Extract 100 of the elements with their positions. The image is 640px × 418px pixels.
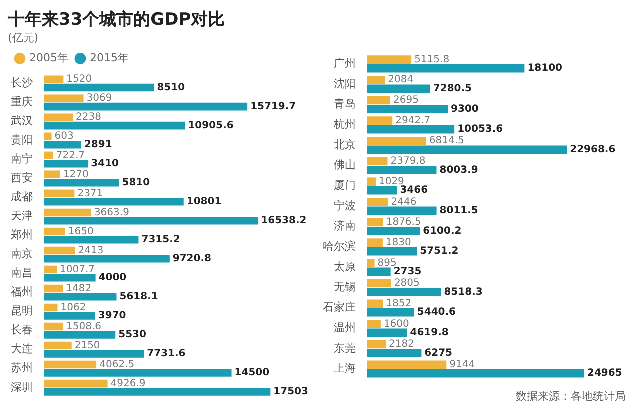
bar bbox=[44, 84, 154, 92]
data-label: 3466 bbox=[400, 185, 428, 196]
y-tick-label: 东莞 bbox=[334, 342, 356, 355]
bar bbox=[44, 360, 97, 369]
bar bbox=[44, 312, 96, 320]
data-label: 1007.7 bbox=[60, 264, 96, 276]
bar bbox=[44, 76, 64, 84]
bar bbox=[44, 380, 108, 388]
data-label: 2805 bbox=[394, 278, 420, 290]
data-label: 4062.5 bbox=[100, 359, 135, 370]
bar bbox=[44, 178, 120, 187]
bar bbox=[367, 288, 442, 296]
y-tick-label: 佛山 bbox=[334, 158, 356, 172]
bar bbox=[44, 208, 92, 217]
legend-label: 2005年 bbox=[30, 52, 68, 65]
data-label: 5440.6 bbox=[417, 307, 456, 318]
data-label: 3970 bbox=[98, 310, 126, 322]
y-tick-label: 苏州 bbox=[11, 362, 33, 375]
data-label: 3663.9 bbox=[94, 207, 130, 218]
y-tick-label: 西安 bbox=[11, 172, 33, 185]
bar bbox=[367, 320, 381, 328]
data-label: 22968.6 bbox=[570, 144, 616, 156]
bar bbox=[367, 56, 412, 64]
bar bbox=[44, 94, 84, 103]
data-label: 24965 bbox=[588, 368, 622, 380]
data-label: 8518.3 bbox=[444, 286, 483, 298]
data-label: 7731.6 bbox=[147, 348, 186, 360]
bar bbox=[44, 284, 64, 293]
bar bbox=[44, 350, 144, 358]
data-label: 1270 bbox=[63, 169, 89, 180]
bar bbox=[367, 157, 388, 166]
data-label: 1482 bbox=[66, 283, 92, 294]
bar bbox=[367, 186, 398, 195]
data-label: 10801 bbox=[186, 196, 222, 208]
data-label: 6275 bbox=[424, 348, 453, 359]
y-tick-label: 石家庄 bbox=[323, 301, 356, 314]
bar bbox=[44, 170, 60, 179]
data-label: 2695 bbox=[393, 95, 419, 106]
bar bbox=[44, 246, 76, 255]
bar bbox=[44, 102, 248, 111]
bar bbox=[44, 293, 117, 301]
data-label: 1600 bbox=[384, 318, 410, 330]
chart-title: 十年来33个城市的GDP对比 bbox=[8, 9, 226, 32]
data-label: 722.7 bbox=[56, 150, 85, 162]
bar bbox=[367, 259, 375, 268]
data-label: 7280.5 bbox=[433, 83, 472, 94]
data-label: 2238 bbox=[76, 112, 102, 124]
bar bbox=[367, 349, 422, 358]
bar bbox=[44, 369, 232, 377]
y-tick-label: 昆明 bbox=[11, 304, 33, 318]
data-label: 1852 bbox=[386, 298, 412, 310]
bar bbox=[44, 342, 72, 350]
bar bbox=[44, 274, 96, 282]
bar bbox=[367, 76, 386, 84]
data-label: 5618.1 bbox=[120, 292, 158, 303]
y-tick-label: 深圳 bbox=[11, 380, 33, 394]
data-label: 2084 bbox=[388, 74, 414, 86]
data-label: 1520 bbox=[66, 74, 92, 86]
y-tick-label: 长春 bbox=[11, 324, 33, 337]
data-label: 2150 bbox=[74, 340, 100, 352]
bar bbox=[367, 166, 437, 174]
bar bbox=[367, 64, 525, 73]
y-tick-label: 杭州 bbox=[333, 118, 356, 132]
data-label: 2379.8 bbox=[390, 156, 426, 168]
bar bbox=[367, 279, 392, 288]
y-tick-label: 成都 bbox=[11, 190, 33, 204]
data-label: 1876.5 bbox=[386, 217, 422, 228]
y-tick-label: 沈阳 bbox=[334, 77, 356, 90]
bar bbox=[44, 198, 184, 206]
data-label: 9720.8 bbox=[172, 253, 212, 264]
bar bbox=[367, 178, 376, 186]
data-label: 8003.9 bbox=[440, 164, 478, 176]
bar bbox=[367, 227, 420, 236]
bar bbox=[367, 369, 584, 378]
data-label: 6814.5 bbox=[429, 136, 464, 147]
data-label: 6100.2 bbox=[423, 226, 462, 237]
bar bbox=[367, 300, 384, 308]
bar bbox=[367, 146, 568, 154]
data-label: 10905.6 bbox=[188, 120, 234, 132]
bar bbox=[367, 218, 384, 227]
data-label: 4000 bbox=[98, 272, 127, 284]
data-label: 18100 bbox=[528, 63, 563, 74]
bar bbox=[367, 116, 393, 125]
bar bbox=[44, 152, 54, 160]
y-tick-label: 福州 bbox=[11, 286, 33, 299]
bar bbox=[44, 114, 73, 122]
data-label: 17503 bbox=[274, 386, 308, 398]
data-label: 4619.8 bbox=[410, 328, 449, 339]
data-label: 2446 bbox=[391, 196, 417, 208]
y-tick-label: 郑州 bbox=[11, 228, 33, 242]
data-label: 9300 bbox=[451, 104, 479, 115]
y-tick-label: 太原 bbox=[334, 260, 356, 274]
data-label: 5751.2 bbox=[420, 246, 459, 258]
data-label: 3410 bbox=[91, 158, 120, 170]
data-label: 2891 bbox=[84, 139, 112, 150]
bar bbox=[44, 132, 52, 141]
data-label: 2942.7 bbox=[396, 115, 431, 126]
legend-label: 2015年 bbox=[90, 52, 129, 65]
bar bbox=[44, 266, 58, 274]
bar bbox=[367, 136, 426, 146]
